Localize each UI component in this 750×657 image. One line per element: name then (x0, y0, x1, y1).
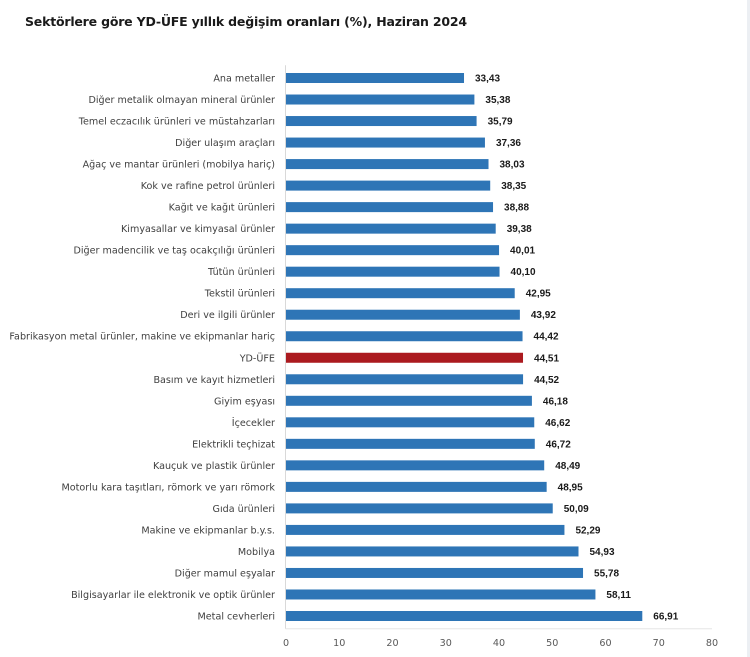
bar (286, 288, 515, 299)
category-label: Kağıt ve kağıt ürünleri (169, 202, 275, 214)
chart-title: Sektörlere göre YD-ÜFE yıllık değişim or… (25, 14, 467, 29)
value-label: 40,01 (510, 246, 535, 257)
category-label: YD-ÜFE (239, 351, 275, 364)
value-label: 54,93 (590, 547, 615, 558)
bar (286, 567, 584, 578)
value-labels: 33,43 35,38 35,79 37,36 38,03 38,35 38,88 39,38… (475, 74, 679, 623)
bar (286, 395, 532, 406)
x-tick-label: 60 (599, 638, 611, 649)
bar (286, 159, 489, 170)
category-label: Tekstil ürünleri (204, 289, 275, 300)
value-label: 44,51 (534, 353, 559, 364)
bar (286, 180, 491, 191)
category-label: Basım ve kayıt hizmetleri (153, 375, 275, 386)
category-label: Bilgisayarlar ile elektronik ve optik ür… (71, 590, 275, 601)
category-label: Kok ve rafine petrol ürünleri (141, 181, 275, 192)
bar-highlight (286, 352, 524, 363)
category-label: Ana metaller (213, 74, 275, 85)
value-label: 46,62 (545, 418, 570, 429)
value-label: 35,38 (485, 95, 510, 106)
bar (286, 94, 475, 105)
value-label: 46,72 (546, 439, 571, 450)
bar (286, 524, 565, 535)
category-label: Diğer ulaşım araçları (175, 137, 275, 149)
value-label: 66,91 (653, 612, 678, 623)
value-label: 48,95 (558, 482, 583, 493)
chart-bars (286, 73, 643, 621)
x-tick-label: 80 (706, 638, 718, 649)
bar (286, 546, 579, 557)
category-label: Temel eczacılık ürünleri ve müstahzarlar… (78, 117, 275, 128)
bar (286, 223, 496, 234)
bar (286, 202, 494, 213)
value-label: 52,29 (575, 525, 600, 536)
category-label: Makine ve ekipmanlar b.y.s. (141, 525, 275, 536)
x-tick-labels: 0 10 20 30 40 50 60 70 80 (283, 638, 718, 649)
value-label: 33,43 (475, 74, 500, 85)
x-tick-label: 50 (546, 638, 558, 649)
x-tick-label: 70 (653, 638, 665, 649)
bar (286, 73, 465, 83)
value-label: 50,09 (564, 504, 589, 515)
chart-axes (285, 65, 712, 630)
category-label: Ağaç ve mantar ürünleri (mobilya hariç) (83, 159, 275, 171)
category-label: Fabrikasyon metal ürünler, makine ve eki… (9, 332, 275, 343)
bar (286, 245, 500, 256)
bar (286, 460, 545, 471)
value-label: 39,38 (507, 224, 532, 235)
category-label: Diğer metalik olmayan mineral ürünler (88, 94, 275, 106)
value-label: 44,42 (534, 332, 559, 343)
value-label: 35,79 (488, 117, 513, 128)
bar (286, 589, 596, 600)
value-label: 38,03 (500, 160, 525, 171)
value-label: 55,78 (594, 568, 619, 579)
bar (286, 116, 477, 127)
x-tick-label: 0 (283, 638, 289, 649)
bar (286, 374, 524, 385)
x-tick-label: 10 (333, 638, 345, 649)
category-label: Kauçuk ve plastik ürünler (153, 461, 275, 472)
value-label: 42,95 (526, 289, 551, 300)
category-labels: Ana metaller Diğer metalik olmayan minera… (9, 74, 275, 623)
bar (286, 309, 520, 320)
value-label: 48,49 (555, 461, 580, 472)
category-label: Diğer mamul eşyalar (175, 567, 275, 579)
window-edge (747, 0, 750, 657)
category-label: Metal cevherleri (198, 612, 276, 623)
category-label: Diğer madencilik ve taş ocakçılığı ürünl… (73, 245, 275, 257)
bar (286, 611, 643, 621)
category-label: Mobilya (238, 547, 275, 558)
category-label: Tütün ürünleri (207, 267, 275, 278)
bar (286, 481, 547, 492)
bar (286, 331, 523, 342)
x-tick-label: 40 (493, 638, 505, 649)
category-label: Kimyasallar ve kimyasal ürünler (121, 224, 275, 235)
value-label: 43,92 (531, 310, 556, 321)
value-label: 58,11 (606, 590, 631, 601)
value-label: 46,18 (543, 396, 568, 407)
category-label: Motorlu kara taşıtları, römork ve yarı r… (61, 482, 275, 493)
category-label: İçecekler (232, 416, 275, 429)
x-tick-label: 30 (440, 638, 452, 649)
x-tick-label: 20 (386, 638, 398, 649)
value-label: 38,35 (501, 181, 526, 192)
value-label: 37,36 (496, 138, 521, 149)
category-label: Gıda ürünleri (213, 504, 275, 515)
value-label: 40,10 (511, 267, 536, 278)
bar (286, 137, 485, 148)
category-label: Elektrikli teçhizat (192, 439, 275, 450)
bar (286, 266, 500, 277)
bar (286, 503, 553, 514)
bar (286, 438, 535, 449)
category-label: Giyim eşyası (214, 396, 275, 407)
bar (286, 417, 535, 428)
value-label: 44,52 (534, 375, 559, 386)
category-label: Deri ve ilgili ürünler (180, 310, 275, 321)
value-label: 38,88 (504, 203, 529, 214)
